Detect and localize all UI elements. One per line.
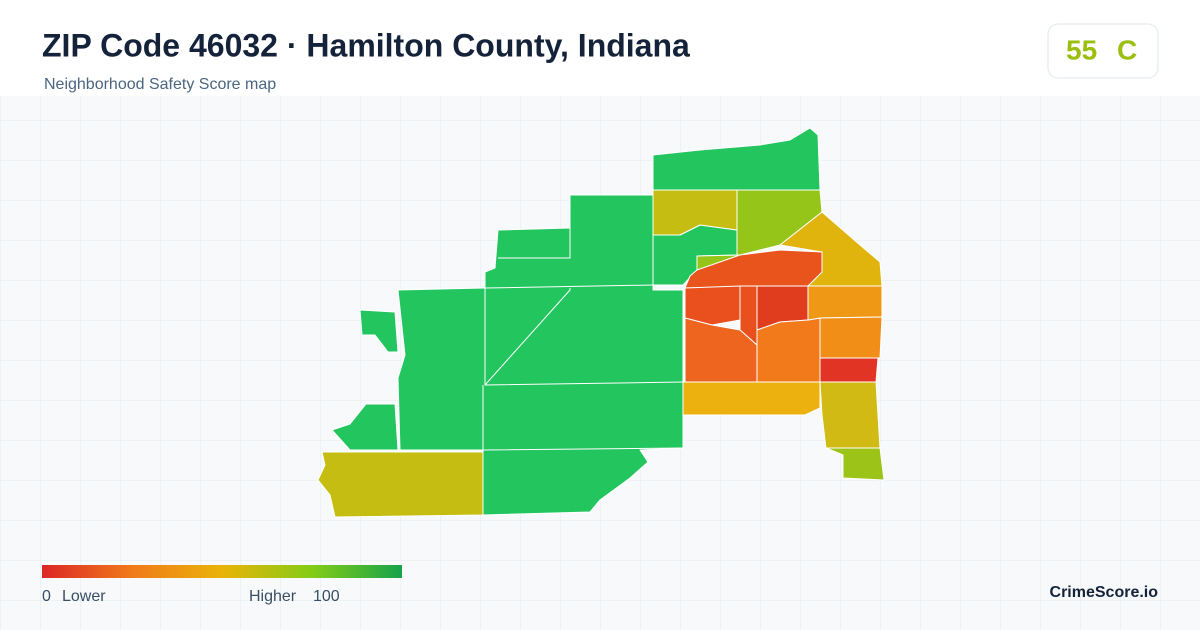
border (484, 284, 654, 289)
subtitle: Neighborhood Safety Score map (44, 76, 276, 93)
score-value: 55 (1066, 34, 1097, 65)
legend-bar (42, 565, 402, 578)
score-grade: C (1117, 34, 1137, 65)
title: ZIP Code 46032 · Hamilton County, Indian… (42, 27, 690, 63)
area (359, 309, 399, 353)
border (484, 288, 571, 386)
area (819, 381, 881, 449)
area (819, 357, 879, 383)
legend-max-label: Higher (249, 588, 297, 605)
header-bg (0, 0, 1200, 96)
map (317, 127, 885, 518)
area (807, 285, 883, 321)
area (682, 381, 821, 416)
area (825, 447, 885, 481)
legend-max: 100 (313, 588, 340, 605)
area (819, 316, 883, 359)
score-box (1047, 23, 1159, 79)
area (331, 403, 399, 451)
legend-min: 0 (42, 588, 51, 605)
area (684, 249, 823, 289)
border (498, 195, 571, 259)
legend-min-label: Lower (62, 588, 106, 605)
area (684, 285, 741, 326)
area (756, 317, 821, 383)
brand: CrimeScore.io (1050, 584, 1159, 601)
area (317, 451, 484, 518)
border (398, 447, 684, 451)
